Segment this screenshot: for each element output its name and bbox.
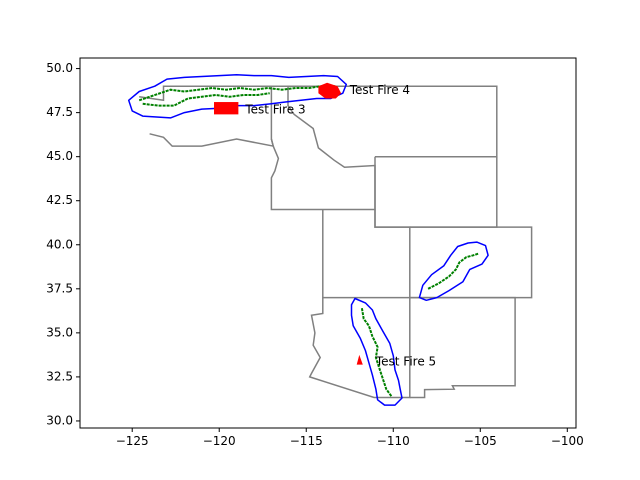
fire-polygon <box>356 354 363 365</box>
x-tick-label: −125 <box>116 434 149 448</box>
fire-perimeter-line <box>427 252 479 290</box>
y-tick-label: 42.5 <box>46 193 73 207</box>
state-borders-layer <box>139 85 533 399</box>
x-tick-label: −120 <box>203 434 236 448</box>
plot-area-frame <box>79 57 577 429</box>
y-tick-label: 40.0 <box>46 237 73 251</box>
fire-label: Test Fire 5 <box>375 354 436 368</box>
fire-lines-layer <box>138 85 479 397</box>
x-tick-label: −100 <box>551 434 584 448</box>
x-tick-label: −110 <box>377 434 410 448</box>
y-tick-label: 45.0 <box>46 149 73 163</box>
state-border-line <box>322 209 411 299</box>
fire-buffer-outline <box>127 73 348 119</box>
state-border-line <box>270 85 376 211</box>
y-tick-label: 50.0 <box>46 61 73 75</box>
state-border-line <box>409 296 516 399</box>
x-tick-label: −115 <box>290 434 323 448</box>
y-tick-label: 35.0 <box>46 325 73 339</box>
x-tick-label: −105 <box>464 434 497 448</box>
y-axis: 30.0 32.5 35.0 37.5 40.0 42.5 45.0 47.5 50.0 <box>46 61 80 427</box>
x-axis: −125 −120 −115 −110 −105 −100 <box>116 428 584 448</box>
y-tick-label: 47.5 <box>46 105 73 119</box>
fire-perimeter-line <box>138 85 336 102</box>
fire-polygon <box>214 102 239 115</box>
y-tick-label: 37.5 <box>46 281 73 295</box>
y-tick-label: 30.0 <box>46 413 73 427</box>
fire-label: Test Fire 3 <box>244 102 305 116</box>
buffers-layer <box>127 73 489 406</box>
state-border-line <box>308 297 411 399</box>
annotations-layer: Test Fire 3 Test Fire 4 Test Fire 5 <box>244 83 436 368</box>
fire-perimeter-line <box>142 92 270 107</box>
fire-buffer-outline <box>418 241 489 302</box>
fire-buffer-outline <box>350 297 403 406</box>
fire-label: Test Fire 4 <box>349 83 410 97</box>
fire-perimeter-line <box>360 308 393 397</box>
y-tick-label: 32.5 <box>46 369 73 383</box>
fire-polygons-layer <box>214 82 363 365</box>
fire-polygon <box>318 82 342 99</box>
state-border-line <box>288 85 498 158</box>
